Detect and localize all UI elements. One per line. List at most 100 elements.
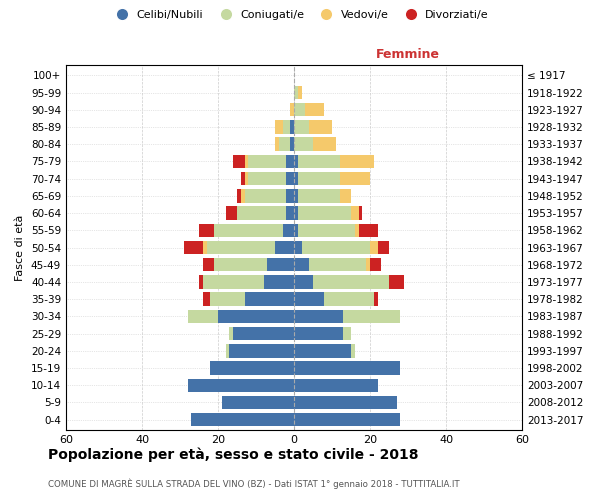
Bar: [199, 275, 203, 288]
Text: Popolazione per età, sesso e stato civile - 2018: Popolazione per età, sesso e stato civil…: [48, 448, 419, 462]
Bar: [226, 344, 229, 358]
Bar: [245, 154, 248, 168]
Bar: [241, 189, 245, 202]
Bar: [233, 327, 294, 340]
Bar: [203, 292, 211, 306]
Bar: [294, 396, 397, 409]
Bar: [294, 362, 400, 374]
Bar: [294, 241, 302, 254]
Bar: [340, 154, 374, 168]
Bar: [340, 172, 370, 186]
Bar: [298, 206, 351, 220]
Bar: [290, 138, 294, 151]
Bar: [313, 275, 389, 288]
Bar: [275, 120, 283, 134]
Bar: [279, 138, 290, 151]
Bar: [343, 327, 351, 340]
Bar: [294, 138, 313, 151]
Bar: [222, 396, 294, 409]
Bar: [366, 258, 370, 272]
Bar: [294, 103, 305, 117]
Bar: [298, 172, 340, 186]
Bar: [389, 275, 404, 288]
Bar: [248, 154, 286, 168]
Bar: [309, 258, 366, 272]
Bar: [294, 344, 351, 358]
Bar: [191, 413, 294, 426]
Bar: [226, 206, 237, 220]
Bar: [340, 189, 351, 202]
Bar: [294, 310, 343, 323]
Bar: [294, 378, 377, 392]
Bar: [351, 206, 359, 220]
Bar: [211, 362, 294, 374]
Text: Femmine: Femmine: [376, 48, 440, 62]
Bar: [294, 224, 298, 237]
Bar: [218, 310, 294, 323]
Bar: [298, 86, 302, 100]
Bar: [245, 172, 248, 186]
Bar: [370, 241, 377, 254]
Bar: [294, 189, 298, 202]
Bar: [233, 154, 245, 168]
Bar: [188, 378, 294, 392]
Bar: [377, 241, 389, 254]
Legend: Celibi/Nubili, Coniugati/e, Vedovi/e, Divorziati/e: Celibi/Nubili, Coniugati/e, Vedovi/e, Di…: [107, 6, 493, 25]
Bar: [359, 206, 362, 220]
Bar: [245, 189, 286, 202]
Bar: [286, 189, 294, 202]
Bar: [290, 103, 294, 117]
Bar: [199, 224, 214, 237]
Bar: [294, 292, 325, 306]
Bar: [188, 310, 218, 323]
Bar: [302, 241, 370, 254]
Bar: [286, 154, 294, 168]
Bar: [355, 224, 359, 237]
Bar: [294, 413, 400, 426]
Bar: [298, 224, 355, 237]
Bar: [229, 327, 233, 340]
Bar: [313, 138, 336, 151]
Text: COMUNE DI MAGRÈ SULLA STRADA DEL VINO (BZ) - Dati ISTAT 1° gennaio 2018 - TUTTIT: COMUNE DI MAGRÈ SULLA STRADA DEL VINO (B…: [48, 478, 460, 489]
Bar: [184, 241, 203, 254]
Bar: [298, 189, 340, 202]
Bar: [298, 154, 340, 168]
Bar: [245, 292, 294, 306]
Bar: [275, 241, 294, 254]
Bar: [283, 224, 294, 237]
Bar: [237, 206, 286, 220]
Bar: [214, 258, 268, 272]
Bar: [214, 224, 283, 237]
Bar: [203, 241, 206, 254]
Bar: [237, 189, 241, 202]
Bar: [275, 138, 279, 151]
Bar: [211, 292, 245, 306]
Bar: [309, 120, 332, 134]
Bar: [283, 120, 290, 134]
Bar: [241, 172, 245, 186]
Bar: [343, 310, 400, 323]
Bar: [290, 120, 294, 134]
Bar: [370, 258, 382, 272]
Bar: [359, 224, 377, 237]
Bar: [294, 327, 343, 340]
Bar: [294, 206, 298, 220]
Bar: [286, 172, 294, 186]
Bar: [268, 258, 294, 272]
Bar: [294, 154, 298, 168]
Bar: [305, 103, 325, 117]
Bar: [206, 241, 275, 254]
Bar: [294, 275, 313, 288]
Bar: [294, 258, 309, 272]
Bar: [294, 172, 298, 186]
Bar: [325, 292, 374, 306]
Bar: [203, 275, 263, 288]
Bar: [294, 86, 298, 100]
Bar: [229, 344, 294, 358]
Bar: [263, 275, 294, 288]
Y-axis label: Fasce di età: Fasce di età: [16, 214, 25, 280]
Bar: [203, 258, 214, 272]
Bar: [351, 344, 355, 358]
Bar: [286, 206, 294, 220]
Bar: [374, 292, 377, 306]
